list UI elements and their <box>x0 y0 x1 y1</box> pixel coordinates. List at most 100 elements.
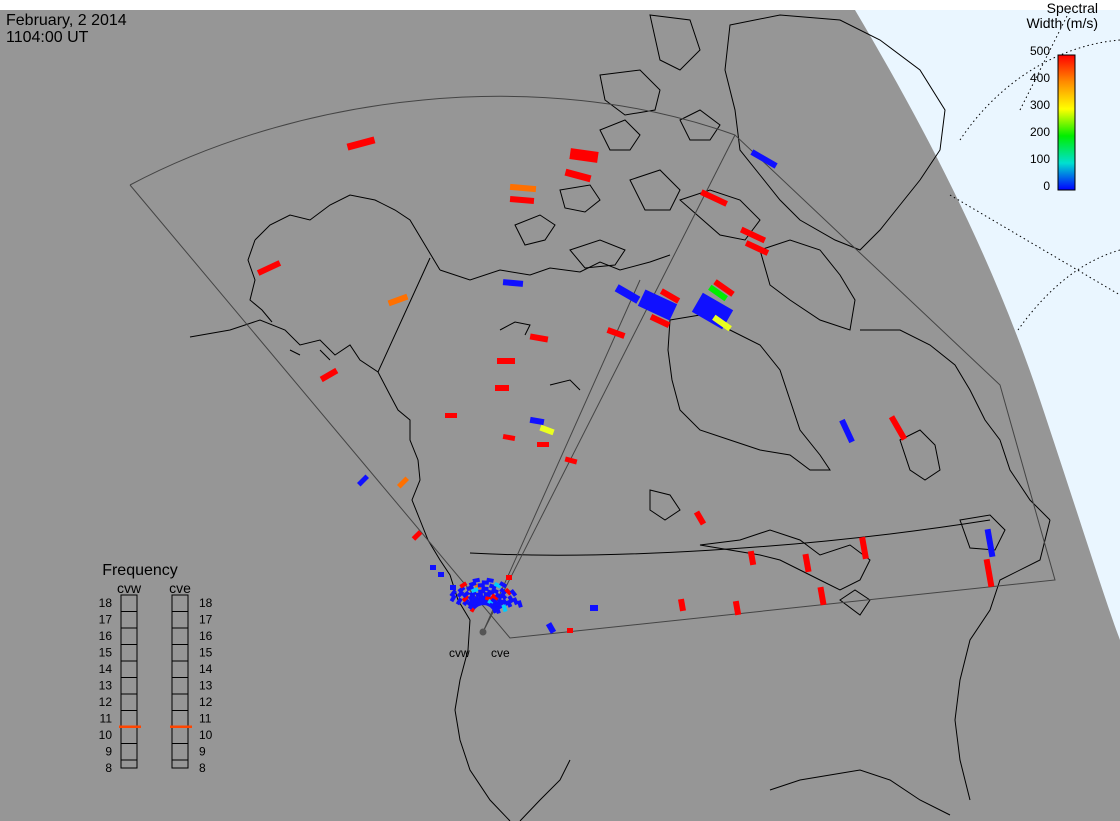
scatter-cell <box>984 528 996 558</box>
scatter-cell <box>509 195 535 205</box>
frequency-label-right: 14 <box>199 662 213 676</box>
scatter-cell <box>499 581 508 589</box>
colorbar-gradient <box>1057 54 1076 191</box>
frequency-label-left: 17 <box>99 613 113 627</box>
scatter-cell <box>499 592 508 601</box>
time-label: 1104:00 UT <box>6 29 89 46</box>
scatter-cell <box>649 314 671 328</box>
frequency-box-east <box>171 594 189 769</box>
scatter-cell <box>481 586 489 592</box>
frequency-label-right: 13 <box>199 679 213 693</box>
scatter-cell <box>456 590 465 598</box>
scatter-cell <box>516 600 523 608</box>
frequency-label-right: 17 <box>199 613 213 627</box>
scatter-cell <box>356 474 370 487</box>
frequency-label-right: 9 <box>199 745 206 759</box>
scatter-cell <box>712 314 732 332</box>
west-radar-label: cvw <box>449 646 470 660</box>
scatter-cell <box>455 597 463 606</box>
scatter-cell <box>545 622 557 634</box>
colorbar-title-line2: Width (m/s) <box>1026 15 1098 31</box>
scatter-cell <box>659 288 681 304</box>
frequency-grid: 18 18 17 17 16 16 15 15 14 14 13 13 12 12 11 11 10 10 9 9 8 8 <box>99 594 213 775</box>
scatter-cell <box>983 558 995 588</box>
scatter-cell <box>744 240 770 256</box>
scatter-cell <box>747 550 757 566</box>
scatter-cell <box>708 284 728 302</box>
scatter-cell <box>461 590 470 599</box>
scatter-cell <box>501 604 508 613</box>
scatter-cell <box>490 587 499 595</box>
scatter-cell <box>529 416 545 426</box>
scatter-cell <box>256 260 282 276</box>
scatter-cell <box>471 596 480 603</box>
frequency-label-left: 18 <box>99 596 113 610</box>
frequency-box-west <box>120 594 138 769</box>
frequency-label-left: 12 <box>99 695 113 709</box>
scatter-cell <box>319 367 339 383</box>
latitude-grid-dotted <box>949 9 1120 331</box>
scatter-cell <box>459 581 468 589</box>
frequency-label-left: 14 <box>99 662 113 676</box>
scatter-cell <box>494 606 501 614</box>
scatter-cell <box>700 189 728 207</box>
spectral-width-colorbar: Spectral Width (m/s) 500 400 300 200 100 0 <box>1026 0 1098 193</box>
scatter-cell <box>445 413 457 418</box>
scatter-cell <box>678 598 686 612</box>
frequency-label-left: 16 <box>99 629 113 643</box>
scatter-cell <box>732 600 742 616</box>
scatter-cell <box>713 279 735 297</box>
frequency-label-right: 12 <box>199 695 213 709</box>
scatter-cell <box>497 597 505 606</box>
colorbar-title-line1: Spectral <box>1047 0 1098 16</box>
scatter-cell <box>590 605 598 611</box>
frequency-label-right: 11 <box>199 712 212 726</box>
scatter-cell <box>491 605 498 614</box>
frequency-label-right: 16 <box>199 629 213 643</box>
coastlines <box>189 14 1051 821</box>
frequency-label-left: 13 <box>99 679 113 693</box>
scatter-cell <box>501 598 509 607</box>
scatter-cell <box>506 575 512 580</box>
colorbar-tick-label: 300 <box>1030 98 1050 112</box>
scatter-cell <box>817 586 827 606</box>
scatter-cell <box>387 293 409 307</box>
scatter-cell <box>462 598 470 607</box>
scatter-cell <box>504 587 513 596</box>
scatter-cell <box>457 585 466 594</box>
night-region <box>855 10 1120 640</box>
scatter-cell <box>537 442 549 447</box>
frequency-label-left: 10 <box>99 728 113 742</box>
frequency-label-right: 8 <box>199 761 206 775</box>
colorbar-tick-label: 400 <box>1030 71 1050 85</box>
frequency-label-right: 10 <box>199 728 213 742</box>
scatter-cell <box>512 597 519 606</box>
scatter-cell <box>859 536 869 560</box>
scatter-cell <box>497 358 515 364</box>
scatter-cell <box>509 588 518 597</box>
scatter-cell <box>449 589 457 598</box>
scatter-cell <box>346 136 376 151</box>
scatter-cell <box>493 581 502 589</box>
scatter-cell <box>467 593 476 601</box>
east-radar-label: cve <box>491 646 510 660</box>
scatter-cell <box>839 418 855 444</box>
frequency-label-left: 11 <box>100 712 113 726</box>
frequency-col-east: cve <box>169 580 191 596</box>
scatter-cell <box>430 565 436 570</box>
scatter-cell <box>495 385 509 391</box>
scatter-cell <box>569 148 599 163</box>
scatter-cell <box>461 594 470 603</box>
scatter-cell <box>564 456 578 465</box>
radar-site-marker <box>479 628 487 636</box>
scatter-cell <box>888 415 908 441</box>
frequency-label-right: 18 <box>199 596 213 610</box>
frequency-label-left: 8 <box>105 761 112 775</box>
scatter-cell <box>411 530 423 541</box>
scatter-cell <box>490 593 499 601</box>
frequency-col-west: cvw <box>117 580 142 596</box>
frequency-label-left: 15 <box>99 646 113 660</box>
colorbar-ticks: 500 400 300 200 100 0 <box>1030 44 1050 193</box>
scatter-cell <box>486 577 494 583</box>
